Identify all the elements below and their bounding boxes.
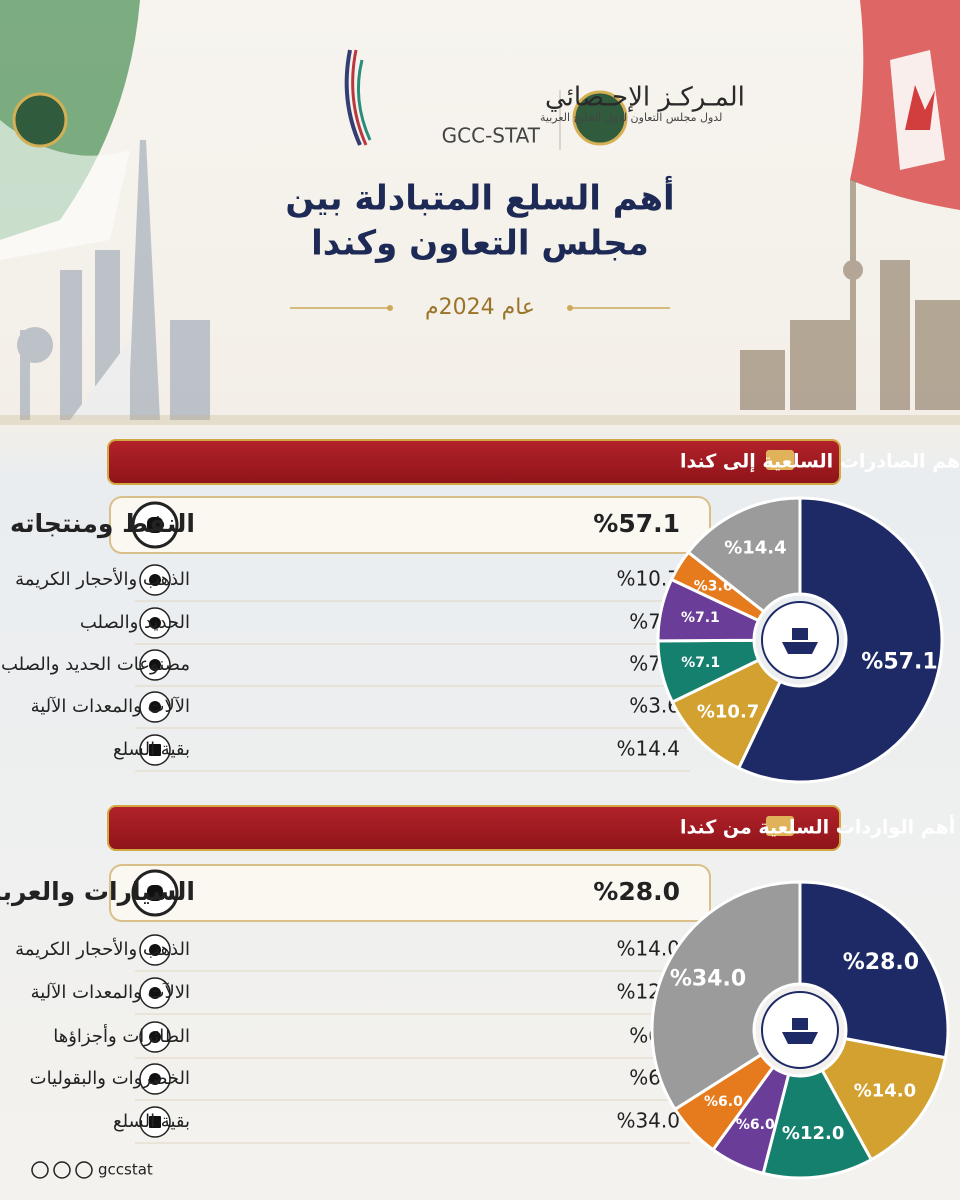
item-icon-glyph	[149, 1116, 161, 1128]
slice-label: %10.7	[697, 701, 759, 722]
item-icon-glyph	[149, 1073, 161, 1085]
donut-slice	[686, 496, 802, 614]
slice-label: %34.0	[670, 966, 746, 991]
item-name: الحديد والصلب	[80, 612, 190, 633]
item-percent: %14.0	[616, 937, 680, 961]
slice-label: %3.6	[694, 578, 733, 594]
item-name: الآلات والمعدات الآلية	[31, 695, 190, 717]
item-name: النفط ومنتجاته	[10, 509, 195, 539]
top-item-box	[109, 864, 711, 922]
top-item-box	[109, 496, 711, 554]
social-icons	[31, 1161, 93, 1179]
donut-slice	[798, 880, 950, 1060]
item-icon-glyph	[149, 659, 161, 671]
item-icon-glyph	[147, 517, 163, 533]
item-name: الالآت والمعدات الآلية	[31, 981, 190, 1003]
slice-label: %12.0	[782, 1123, 844, 1144]
year: عام 2024م	[425, 295, 535, 320]
title-line: مجلس التعاون وكندا	[311, 224, 649, 264]
item-percent: %57.1	[593, 509, 680, 538]
item-icon-glyph	[149, 617, 161, 629]
social-handle: gccstat	[98, 1161, 153, 1179]
item-name: بقية السلع	[113, 739, 190, 760]
center-ship-icon	[782, 628, 818, 654]
slice-label: %57.1	[861, 650, 937, 675]
item-name: السيارات والعربات وأجزاؤها	[0, 875, 195, 907]
item-icon-glyph	[149, 1031, 161, 1043]
item-name: مصنوعات الحديد والصلب	[1, 654, 190, 675]
item-percent: %14.4	[616, 737, 680, 761]
slice-label: %14.4	[724, 537, 786, 558]
item-icon-glyph	[149, 944, 161, 956]
section-title: أهم الصادرات السلعية إلى كندا	[680, 449, 960, 473]
donut-slice	[820, 1036, 948, 1162]
item-name: الطائرات وأجزاؤها	[53, 1024, 190, 1047]
slice-label: %28.0	[843, 950, 919, 975]
org-latin-name: GCC-STAT	[442, 124, 541, 148]
decoration	[0, 0, 960, 425]
donut-slice	[650, 880, 802, 1112]
item-icon-glyph	[149, 744, 161, 756]
item-icon-glyph	[149, 574, 161, 586]
org-subtitle: لدول مجلس التعاون لدول الخليج العربية	[540, 111, 722, 124]
org-name: المـركـز الإحـصائي	[545, 83, 745, 113]
section-icon	[766, 816, 794, 836]
item-icon-glyph	[149, 701, 161, 713]
slice-label: %6.0	[736, 1117, 775, 1133]
item-name: الذهب والأحجار الكريمة	[15, 938, 190, 960]
slice-label: %14.0	[854, 1081, 916, 1102]
section-bar	[107, 439, 841, 485]
slice-label: %7.1	[681, 610, 720, 626]
section-bar	[107, 805, 841, 851]
donut-slice	[736, 496, 944, 784]
item-percent: %34.0	[616, 1109, 680, 1133]
section-icon	[766, 450, 794, 470]
item-name: الخضروات والبقوليات	[30, 1068, 190, 1089]
slice-label: %7.1	[681, 655, 720, 671]
center-ship-icon	[782, 1018, 818, 1044]
item-percent: %28.0	[593, 877, 680, 906]
item-icon-glyph	[149, 987, 161, 999]
item-icon-glyph	[147, 885, 163, 901]
item-name: بقية السلع	[113, 1111, 190, 1132]
donut-slice	[761, 1068, 874, 1180]
item-name: الذهب والأحجار الكريمة	[15, 568, 190, 590]
slice-label: %6.0	[704, 1094, 743, 1110]
title-line: أهم السلع المتبادلة بين	[285, 176, 674, 219]
section-title: أهم الواردات السلعية من كندا	[680, 815, 955, 839]
